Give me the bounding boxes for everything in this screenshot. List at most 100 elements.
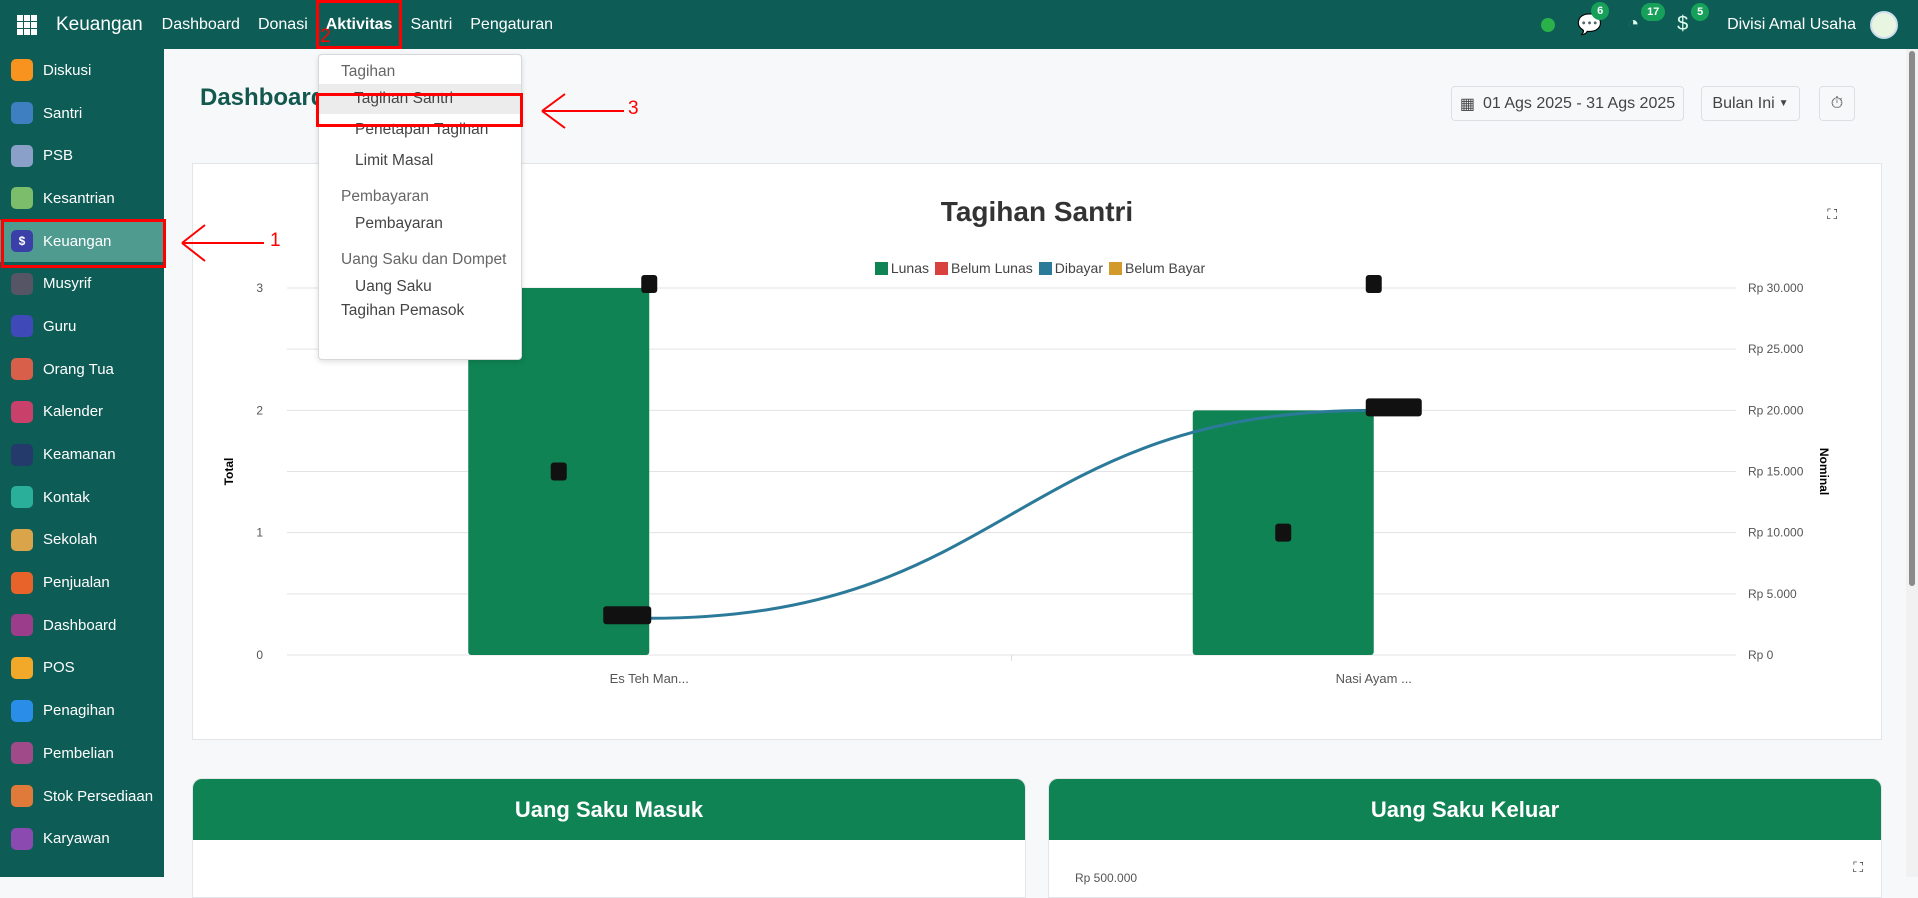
sidebar-item-stok-persediaan[interactable]: Stok Persediaan <box>0 775 164 818</box>
legend-label[interactable]: Belum Lunas <box>951 260 1033 276</box>
sidebar-item-pos[interactable]: POS <box>0 647 164 690</box>
sidebar-item-penjualan[interactable]: Penjualan <box>0 561 164 604</box>
sidebar-item-label: Sekolah <box>43 531 98 549</box>
fullscreen-icon[interactable]: ⛶ <box>1827 206 1837 222</box>
penagihan-icon <box>11 699 33 722</box>
billing-badge: 5 <box>1691 3 1710 21</box>
sidebar-item-kontak[interactable]: Kontak <box>0 476 164 519</box>
nav-donasi[interactable]: Donasi <box>257 15 308 33</box>
annotation-label-3: 3 <box>628 98 639 119</box>
stopwatch-icon: ⏱ <box>1830 94 1844 112</box>
sidebar-item-label: Penagihan <box>43 702 115 720</box>
sidebar-item-label: Musyrif <box>43 275 92 293</box>
sidebar-item-kalender[interactable]: Kalender <box>0 391 164 434</box>
apps-grid-icon[interactable] <box>17 14 37 35</box>
kontak-icon <box>11 486 33 509</box>
chat-icon[interactable]: 💬 6 <box>1577 2 1610 37</box>
chart-legend: Lunas Belum Lunas Dibayar Belum Bayar <box>193 260 1881 276</box>
nav-aktivitas[interactable]: Aktivitas <box>325 15 393 33</box>
sidebar-item-keuangan[interactable]: $ Keuangan <box>0 219 164 263</box>
history-badge: 17 <box>1641 3 1666 21</box>
x-tick-label: Nasi Ayam ... <box>1336 671 1412 686</box>
page-title: Dashboard <box>200 84 326 111</box>
sidebar-item-orang-tua[interactable]: Orang Tua <box>0 348 164 391</box>
karyawan-icon <box>11 827 33 850</box>
sidebar-item-guru[interactable]: Guru <box>0 305 164 348</box>
nav-santri[interactable]: Santri <box>410 15 453 33</box>
menu-item-limit-masal[interactable]: Limit Masal <box>355 152 434 169</box>
legend-swatch[interactable] <box>874 262 888 275</box>
sidebar-item-label: Pembelian <box>43 744 114 762</box>
online-status-icon <box>1541 17 1556 32</box>
legend-label[interactable]: Lunas <box>890 260 930 276</box>
sidebar-item-label: Diskusi <box>43 61 92 79</box>
period-dropdown[interactable]: Bulan Ini ▼ <box>1701 86 1800 121</box>
stopwatch-button[interactable]: ⏱ <box>1819 86 1855 121</box>
user-name[interactable]: Divisi Amal Usaha <box>1727 15 1856 33</box>
date-range-button[interactable]: ▦ 01 Ags 2025 - 31 Ags 2025 <box>1451 86 1684 121</box>
sidebar-item-psb[interactable]: PSB <box>0 134 164 177</box>
annotation-box-keuangan <box>1 219 166 268</box>
menu-item-tagihan-pemasok[interactable]: Tagihan Pemasok <box>341 302 465 319</box>
sidebar-item-musyrif[interactable]: Musyrif <box>0 262 164 305</box>
annotation-label-2: 2 <box>320 26 331 47</box>
orang-tua-icon <box>11 358 33 381</box>
legend-label[interactable]: Belum Bayar <box>1124 260 1206 276</box>
legend-swatch[interactable] <box>935 262 949 275</box>
billing-icon[interactable]: $5 <box>1677 3 1710 36</box>
menu-header: Uang Saku dan Dompet <box>341 251 507 268</box>
menu-item-pembayaran[interactable]: Pembayaran <box>355 215 443 232</box>
page-scrollbar[interactable] <box>1906 49 1918 877</box>
sidebar-item-penagihan[interactable]: Penagihan <box>0 689 164 732</box>
sidebar-item-kesantrian[interactable]: Kesantrian <box>0 177 164 220</box>
sidebar-item-label: Penjualan <box>43 574 110 592</box>
bar-data-label-bg <box>1275 523 1292 542</box>
y-tick-label: 0 <box>256 648 263 662</box>
history-icon[interactable]: ◔ 17 <box>1627 3 1666 36</box>
chart-svg: Rp 0 Rp 5.000 Rp 10.000 Rp 15.000 Rp 20.000 R… <box>222 275 1831 686</box>
legend-swatch[interactable] <box>1108 262 1122 275</box>
sidebar-item-pembelian[interactable]: Pembelian <box>0 732 164 775</box>
legend-swatch[interactable] <box>1038 262 1052 275</box>
menu-item-uang-saku[interactable]: Uang Saku <box>355 278 432 295</box>
aktivitas-dropdown-menu: Tagihan Tagihan Santri Penetapan Tagihan Li… <box>318 54 522 360</box>
axis-tick: Rp 500.000 <box>1075 871 1138 885</box>
sidebar-item-label: Orang Tua <box>43 360 114 378</box>
y-tick-label: 2 <box>256 403 263 417</box>
santri-icon <box>11 102 33 125</box>
nav-pengaturan[interactable]: Pengaturan <box>470 15 553 33</box>
sidebar-item-diskusi[interactable]: Diskusi <box>0 49 164 92</box>
sekolah-icon <box>11 528 33 551</box>
fullscreen-icon[interactable]: ⛶ <box>1853 859 1863 875</box>
pos-icon <box>11 656 33 679</box>
sidebar-item-label: PSB <box>43 147 74 165</box>
card-header: Uang Saku Keluar <box>1049 779 1881 840</box>
y-axis-title: Total <box>222 458 236 486</box>
sidebar-item-santri[interactable]: Santri <box>0 92 164 135</box>
sidebar-item-sekolah[interactable]: Sekolah <box>0 519 164 562</box>
keuangan-icon: $ <box>11 230 33 253</box>
kesantrian-icon <box>11 187 33 210</box>
top-navbar: Keuangan Dashboard Donasi Aktivitas Santri P… <box>0 0 1918 49</box>
sidebar-item-label: Keuangan <box>43 232 112 250</box>
sidebar: Diskusi Santri PSB Kesantrian $ Keuangan Musyr… <box>0 49 164 877</box>
annotation-box-tagihan-santri <box>316 93 523 127</box>
y-tick-label: 3 <box>256 281 263 295</box>
nav-dashboard[interactable]: Dashboard <box>161 15 240 33</box>
chat-badge: 6 <box>1591 2 1610 20</box>
date-range-label: 01 Ags 2025 - 31 Ags 2025 <box>1482 94 1676 112</box>
sidebar-item-keamanan[interactable]: Keamanan <box>0 433 164 476</box>
sidebar-item-label: Kesantrian <box>43 189 115 207</box>
annotation-label-1: 1 <box>270 230 281 251</box>
sidebar-item-label: Dashboard <box>43 616 117 634</box>
line-data-label-bg <box>603 606 652 625</box>
sidebar-item-karyawan[interactable]: Karyawan <box>0 817 164 860</box>
annotation-box-aktivitas <box>316 0 402 49</box>
sidebar-item-label: Karyawan <box>43 830 110 848</box>
kalender-icon <box>11 400 33 423</box>
sidebar-item-dashboard[interactable]: Dashboard <box>0 604 164 647</box>
period-label: Bulan Ini <box>1712 94 1775 112</box>
avatar[interactable] <box>1870 10 1898 39</box>
guru-icon <box>11 315 33 338</box>
legend-label[interactable]: Dibayar <box>1054 260 1103 276</box>
